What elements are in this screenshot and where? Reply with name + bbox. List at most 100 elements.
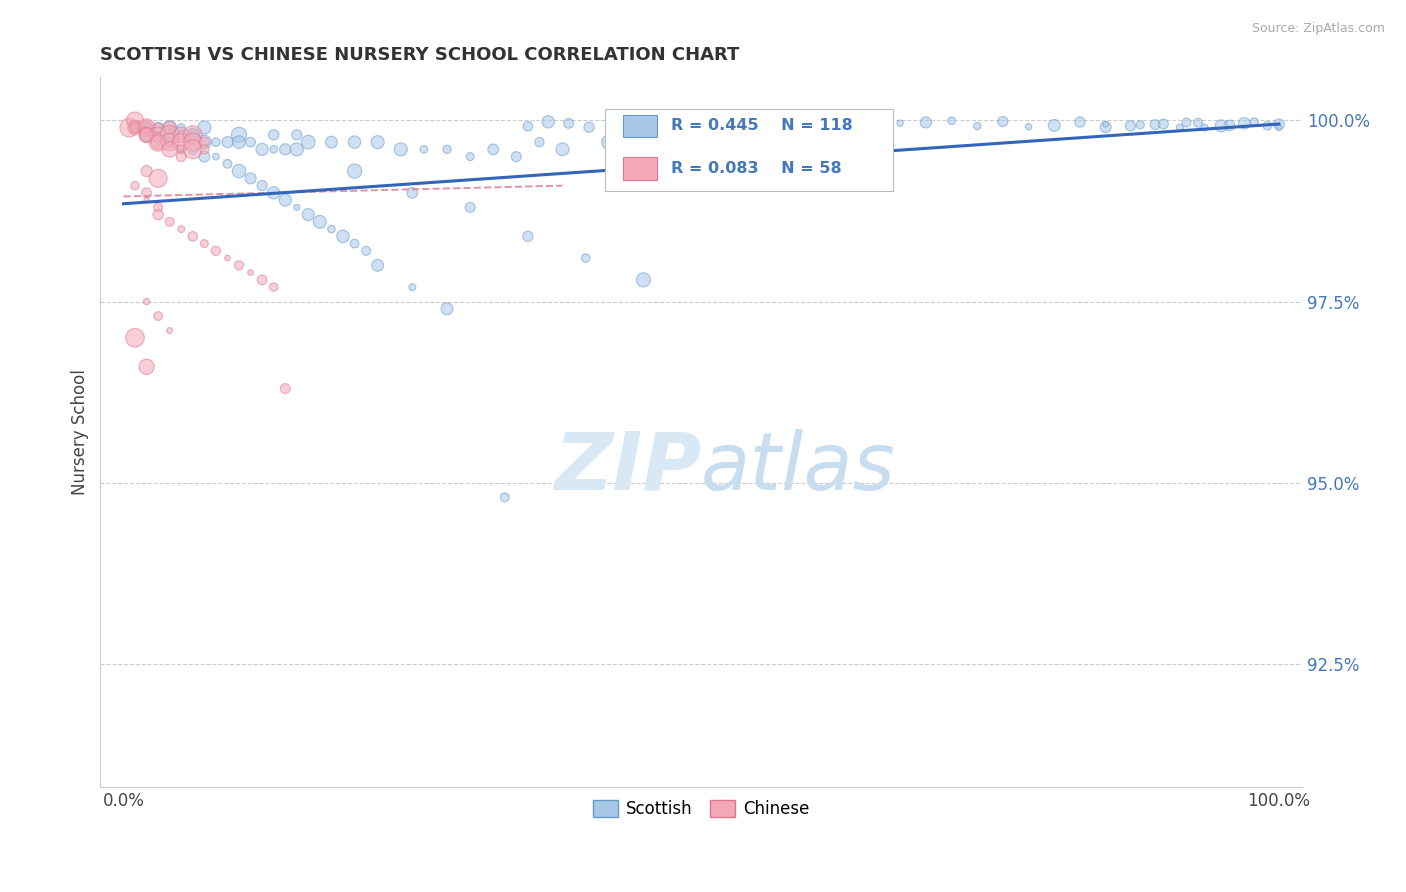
- Point: [1094, 120, 1116, 134]
- Point: [863, 115, 886, 129]
- Text: atlas: atlas: [702, 428, 896, 507]
- Point: [135, 294, 157, 309]
- Point: [124, 120, 146, 135]
- Point: [367, 135, 389, 149]
- Point: [250, 178, 273, 193]
- Point: [309, 215, 332, 229]
- Point: [633, 273, 655, 287]
- Point: [159, 324, 181, 338]
- Point: [146, 128, 169, 142]
- Point: [217, 157, 239, 171]
- Point: [401, 186, 423, 200]
- Point: [578, 120, 600, 135]
- Point: [458, 150, 481, 164]
- Point: [505, 150, 527, 164]
- Point: [239, 135, 262, 149]
- Point: [436, 301, 458, 316]
- Point: [1243, 115, 1265, 129]
- Text: R = 0.083    N = 58: R = 0.083 N = 58: [671, 161, 842, 176]
- Point: [285, 200, 308, 214]
- Point: [228, 164, 250, 178]
- Point: [1175, 115, 1198, 129]
- Point: [217, 135, 239, 149]
- Point: [991, 114, 1014, 128]
- Text: SCOTTISH VS CHINESE NURSERY SCHOOL CORRELATION CHART: SCOTTISH VS CHINESE NURSERY SCHOOL CORRE…: [100, 46, 740, 64]
- Point: [659, 118, 682, 132]
- Point: [343, 236, 366, 251]
- Point: [801, 118, 824, 132]
- Point: [458, 200, 481, 214]
- Bar: [623, 157, 657, 180]
- Point: [575, 251, 598, 265]
- Y-axis label: Nursery School: Nursery School: [72, 369, 89, 495]
- Point: [146, 120, 169, 135]
- Point: [124, 331, 146, 345]
- Point: [700, 119, 723, 133]
- Point: [135, 120, 157, 135]
- Point: [274, 142, 297, 156]
- Point: [263, 186, 285, 200]
- Point: [170, 120, 193, 135]
- Point: [217, 251, 239, 265]
- Point: [170, 222, 193, 236]
- Point: [1268, 120, 1291, 135]
- Point: [193, 135, 215, 149]
- Point: [170, 135, 193, 149]
- Point: [135, 128, 157, 142]
- Point: [124, 113, 146, 128]
- Point: [228, 258, 250, 272]
- Point: [135, 120, 157, 135]
- Point: [1233, 116, 1256, 130]
- Point: [1043, 119, 1066, 133]
- Point: [146, 135, 169, 149]
- Point: [135, 359, 157, 374]
- Point: [1187, 116, 1209, 130]
- Point: [146, 171, 169, 186]
- Point: [170, 128, 193, 142]
- Point: [193, 150, 215, 164]
- Point: [285, 142, 308, 156]
- Point: [842, 112, 865, 127]
- Point: [146, 208, 169, 222]
- Point: [170, 142, 193, 156]
- Point: [343, 135, 366, 149]
- Point: [181, 128, 204, 142]
- Point: [263, 128, 285, 142]
- Point: [494, 490, 516, 504]
- Text: Source: ZipAtlas.com: Source: ZipAtlas.com: [1251, 22, 1385, 36]
- Point: [412, 142, 434, 156]
- Point: [205, 244, 228, 258]
- Point: [135, 120, 157, 135]
- Point: [135, 186, 157, 200]
- Point: [598, 118, 620, 132]
- Point: [343, 164, 366, 178]
- Point: [321, 222, 343, 236]
- Point: [966, 119, 988, 133]
- Point: [193, 120, 215, 135]
- Legend: Scottish, Chinese: Scottish, Chinese: [586, 794, 815, 825]
- Point: [239, 171, 262, 186]
- Point: [1069, 115, 1091, 129]
- Point: [135, 164, 157, 178]
- Point: [863, 112, 886, 127]
- Point: [159, 135, 181, 149]
- Point: [135, 128, 157, 142]
- Point: [228, 128, 250, 142]
- Point: [482, 142, 505, 156]
- Point: [1144, 118, 1167, 132]
- Point: [135, 193, 157, 207]
- Point: [181, 135, 204, 149]
- Point: [124, 120, 146, 135]
- Point: [1152, 117, 1174, 131]
- Point: [297, 208, 319, 222]
- Point: [146, 309, 169, 323]
- Point: [638, 120, 661, 135]
- Point: [205, 135, 228, 149]
- Point: [146, 135, 169, 149]
- Point: [1129, 118, 1152, 132]
- Point: [205, 150, 228, 164]
- Point: [274, 382, 297, 396]
- Point: [1018, 120, 1040, 134]
- Point: [941, 113, 963, 128]
- Point: [170, 142, 193, 156]
